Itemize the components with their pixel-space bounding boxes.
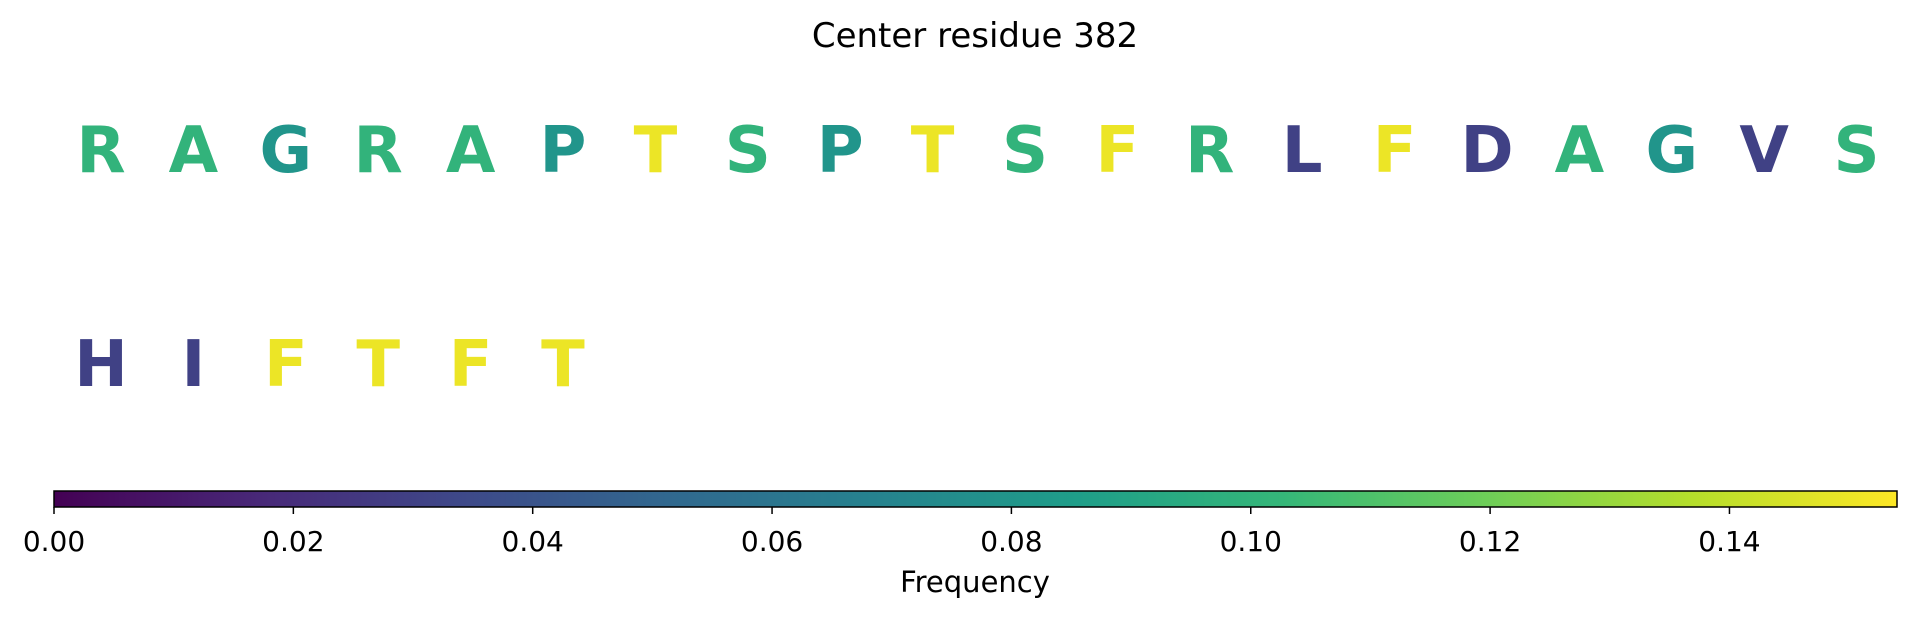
chart-title: Center residue 382 bbox=[812, 16, 1138, 56]
residue-letter: R bbox=[1185, 114, 1234, 188]
residue-letter: R bbox=[76, 114, 125, 188]
residue-letter: R bbox=[354, 114, 403, 188]
residue-letter: G bbox=[1646, 114, 1699, 188]
residue-letter: F bbox=[1373, 114, 1417, 188]
residue-letter: F bbox=[264, 328, 308, 402]
colorbar-tick-label: 0.14 bbox=[1698, 525, 1760, 558]
colorbar-fill bbox=[54, 491, 1897, 507]
colorbar-tick-label: 0.06 bbox=[741, 525, 803, 558]
residue-letter: F bbox=[449, 328, 493, 402]
colorbar-tick-label: 0.02 bbox=[262, 525, 324, 558]
residue-letter: S bbox=[1834, 114, 1880, 188]
residue-letters: R A G R A P T S P T S F R L F D A G V SH I F T F T bbox=[74, 114, 1879, 402]
residue-letter: G bbox=[260, 114, 313, 188]
residue-letter: P bbox=[540, 114, 587, 188]
residue-letter: T bbox=[541, 328, 585, 402]
colorbar-tick-label: 0.04 bbox=[502, 525, 564, 558]
residue-letter: V bbox=[1739, 114, 1789, 188]
residue-letter: S bbox=[725, 114, 771, 188]
residue-letter: A bbox=[169, 114, 219, 188]
residue-letter: F bbox=[1096, 114, 1140, 188]
colorbar-tick-label: 0.00 bbox=[23, 525, 85, 558]
residue-letter: T bbox=[911, 114, 955, 188]
residue-letter: T bbox=[634, 114, 678, 188]
residue-letter: A bbox=[446, 114, 496, 188]
residue-letter: L bbox=[1282, 114, 1323, 188]
colorbar-label: Frequency bbox=[900, 565, 1050, 599]
colorbar-frame bbox=[53, 490, 1898, 508]
residue-letter: T bbox=[356, 328, 400, 402]
colorbar-tick-label: 0.08 bbox=[980, 525, 1042, 558]
residue-letter: I bbox=[181, 328, 205, 402]
residue-letter: A bbox=[1555, 114, 1605, 188]
residue-letter: D bbox=[1460, 114, 1513, 188]
residue-letter: P bbox=[817, 114, 864, 188]
colorbar-tick-label: 0.10 bbox=[1220, 525, 1282, 558]
residue-letter: S bbox=[1002, 114, 1048, 188]
residue-letter: H bbox=[74, 328, 128, 402]
colorbar-tick-label: 0.12 bbox=[1459, 525, 1521, 558]
colorbar-ticks: 0.00 0.02 0.04 0.06 0.08 0.10 0.12 0.14 bbox=[23, 507, 1761, 558]
colorbar: 0.00 0.02 0.04 0.06 0.08 0.10 0.12 0.14 Frequen… bbox=[23, 490, 1898, 599]
